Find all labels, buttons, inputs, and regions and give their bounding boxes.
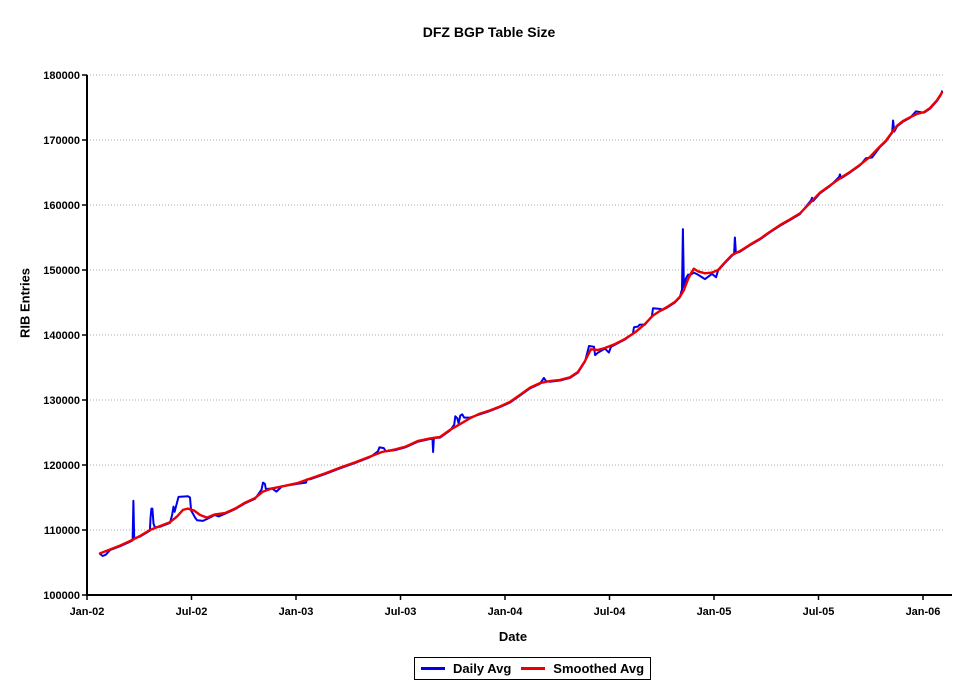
x-tick-label: Jan-06 xyxy=(906,606,941,618)
y-tick-label: 130000 xyxy=(43,395,80,407)
y-tick-label: 180000 xyxy=(43,70,80,82)
x-tick-label: Jul-05 xyxy=(803,606,835,618)
y-axis-title: RIB Entries xyxy=(18,268,33,338)
y-tick-label: 170000 xyxy=(43,135,80,147)
x-tick-label: Jan-02 xyxy=(70,606,105,618)
legend-label-smoothed-avg: Smoothed Avg xyxy=(553,661,645,676)
daily-avg-line-swatch xyxy=(421,667,445,670)
x-tick-label: Jul-03 xyxy=(385,606,417,618)
x-tick-label: Jul-02 xyxy=(176,606,208,618)
y-tick-label: 110000 xyxy=(44,525,80,537)
smoothed-avg-series xyxy=(98,91,944,555)
y-tick-label: 120000 xyxy=(43,460,80,472)
legend-label-daily-avg: Daily Avg xyxy=(453,661,512,676)
y-tick-label: 100000 xyxy=(43,590,80,602)
x-tick-label: Jan-05 xyxy=(697,606,732,618)
x-tick-label: Jul-04 xyxy=(594,606,627,618)
y-tick-label: 160000 xyxy=(43,200,80,212)
x-tick-label: Jan-04 xyxy=(488,606,524,618)
y-tick-label: 140000 xyxy=(43,330,80,342)
chart-title: DFZ BGP Table Size xyxy=(422,24,556,40)
smoothed-avg-line-swatch xyxy=(521,667,546,670)
daily-avg-series xyxy=(99,90,943,557)
y-tick-label: 150000 xyxy=(43,265,80,277)
x-axis-title: Date xyxy=(498,629,528,644)
legend: Daily Avg Smoothed Avg xyxy=(414,657,652,680)
x-tick-label: Jan-03 xyxy=(279,606,314,618)
